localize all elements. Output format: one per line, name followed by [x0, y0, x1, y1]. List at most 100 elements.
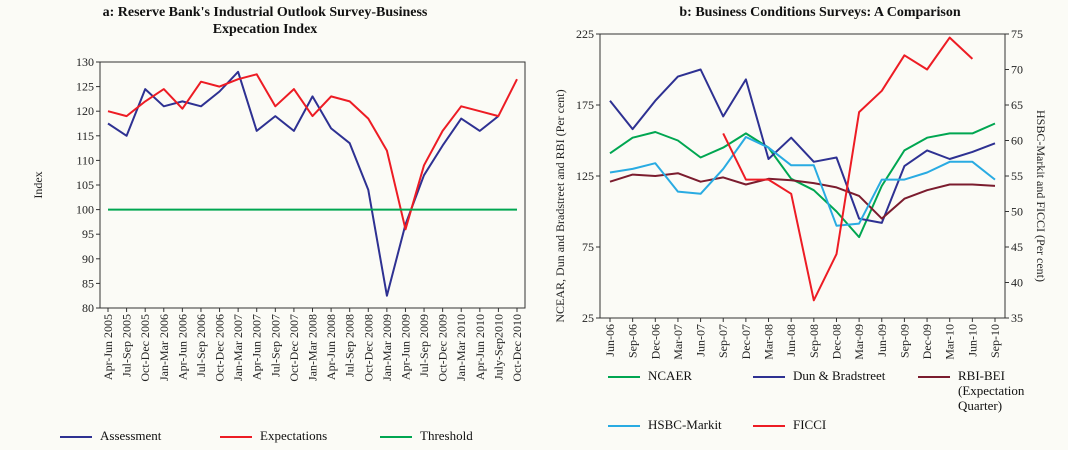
x-tick-label: Oct-Dec 2008 [361, 314, 375, 382]
legend-label: Dun & Bradstreet [793, 368, 886, 383]
x-tick-label: Apr-Jun 2008 [324, 314, 338, 380]
legend-swatch [753, 376, 785, 378]
x-tick-label: Dec-08 [829, 324, 843, 359]
y-tick-label: 75 [582, 240, 594, 254]
legend-item: Threshold [380, 428, 530, 443]
y2-tick-label: 40 [1011, 276, 1023, 290]
legend-label: RBI-BEI (Expectation Quarter) [958, 368, 1025, 413]
y-axis-label: Index [31, 171, 45, 198]
y-tick-label: 90 [82, 252, 94, 266]
x-tick-label: Jul-Sep 2008 [343, 314, 357, 377]
x-tick-label: Mar-08 [762, 324, 776, 360]
x-tick-label: Oct-Dec 2006 [213, 314, 227, 382]
legend-swatch [608, 425, 640, 427]
y-tick-label: 115 [76, 129, 94, 143]
legend-label: HSBC-Markit [648, 417, 722, 432]
x-tick-label: Dec-07 [739, 324, 753, 359]
x-tick-label: Dec-09 [920, 324, 934, 359]
legend-label: FICCI [793, 417, 827, 432]
y2-tick-label: 70 [1011, 63, 1023, 77]
legend-swatch [918, 376, 950, 378]
y2-tick-label: 50 [1011, 205, 1023, 219]
x-tick-label: Dec-06 [648, 324, 662, 359]
x-tick-label: Oct-Dec 2010 [510, 314, 524, 382]
y2-tick-label: 45 [1011, 240, 1023, 254]
x-tick-label: July-Sep2010 [491, 314, 505, 380]
legend-swatch [753, 425, 785, 427]
y-tick-label: 25 [582, 311, 594, 325]
legend: NCAER Dun & Bradstreet RBI-BEI (Expectatio… [608, 368, 1068, 432]
legend-swatch [608, 376, 640, 378]
y-axis-label: NCEAR, Dun and Bradstreet and RBI (Per c… [553, 89, 567, 322]
series-line [609, 122, 996, 239]
legend-item: Expectations [220, 428, 370, 443]
chart-title: b: Business Conditions Surveys: A Compar… [679, 5, 961, 20]
legend-item: Assessment [60, 428, 210, 443]
x-tick-label: Jun-08 [784, 324, 798, 357]
y-tick-label: 130 [76, 55, 94, 69]
legend-item: NCAER [608, 368, 743, 413]
x-tick-label: Jun-06 [603, 324, 617, 357]
x-tick-label: Jun-10 [965, 324, 979, 357]
x-tick-label: Mar-07 [671, 324, 685, 360]
series-line [107, 70, 500, 297]
x-tick-label: Mar-09 [852, 324, 866, 360]
x-tick-label: Apr-Jun 2009 [398, 314, 412, 380]
y-tick-label: 120 [76, 104, 94, 118]
series-line [107, 73, 518, 231]
x-tick-label: Jun-07 [694, 324, 708, 357]
series-line [609, 136, 996, 227]
chart-title: a: Reserve Bank's Industrial Outlook Sur… [102, 5, 428, 37]
y2-tick-label: 35 [1011, 311, 1023, 325]
legend-item: HSBC-Markit [608, 417, 743, 432]
x-tick-label: Oct-Dec 2009 [436, 314, 450, 382]
y-tick-label: 95 [82, 227, 94, 241]
x-tick-label: Sep-06 [626, 324, 640, 358]
x-tick-label: Jul-Sep 2005 [120, 314, 134, 377]
legend-swatch [220, 436, 252, 438]
y-tick-label: 175 [576, 98, 594, 112]
x-tick-label: Mar-10 [943, 324, 957, 360]
legend: Assessment Expectations Threshold [60, 428, 530, 443]
x-tick-label: Jan-Mar 2007 [231, 314, 245, 381]
x-tick-label: Jan-Mar 2006 [157, 314, 171, 381]
legend-item: FICCI [753, 417, 908, 432]
x-tick-label: Jul-Sep 2009 [417, 314, 431, 377]
x-tick-label: Apr-Jun 2005 [101, 314, 115, 380]
y2-tick-label: 75 [1011, 27, 1023, 41]
x-tick-label: Oct-Dec 2005 [138, 314, 152, 382]
x-tick-label: Jun-09 [875, 324, 889, 357]
y-tick-label: 100 [76, 203, 94, 217]
legend-item: Dun & Bradstreet [753, 368, 908, 413]
y2-axis-label: HSBC-Markit and FICCI (Per cent) [1034, 110, 1048, 282]
legend-swatch [380, 436, 412, 438]
y-tick-label: 125 [576, 169, 594, 183]
y-tick-label: 80 [82, 301, 94, 315]
legend-label: Threshold [420, 428, 473, 443]
x-tick-label: Jan-Mar 2009 [380, 314, 394, 381]
x-tick-label: Apr-Jun 2010 [473, 314, 487, 380]
legend-swatch [60, 436, 92, 438]
x-tick-label: Sep-10 [988, 324, 1002, 358]
series-line [722, 36, 974, 302]
y-tick-label: 85 [82, 276, 94, 290]
x-tick-label: Apr-Jun 2007 [250, 314, 264, 380]
x-tick-label: Jan-Mar 2008 [306, 314, 320, 381]
x-tick-label: Sep-09 [897, 324, 911, 358]
legend-item: RBI-BEI (Expectation Quarter) [918, 368, 1068, 413]
legend-label: Expectations [260, 428, 328, 443]
legend-label: Assessment [100, 428, 162, 443]
y-tick-label: 125 [76, 80, 94, 94]
x-tick-label: Apr-Jun 2006 [175, 314, 189, 380]
series-line [609, 172, 996, 220]
y2-tick-label: 60 [1011, 134, 1023, 148]
x-tick-label: Jul-Sep 2007 [268, 314, 282, 377]
plot-frame [99, 61, 526, 309]
x-tick-label: Jan-Mar 2010 [454, 314, 468, 381]
legend-label: NCAER [648, 368, 693, 383]
y2-tick-label: 65 [1011, 98, 1023, 112]
y2-tick-label: 55 [1011, 169, 1023, 183]
x-tick-label: Oct-Dec 2007 [287, 314, 301, 382]
